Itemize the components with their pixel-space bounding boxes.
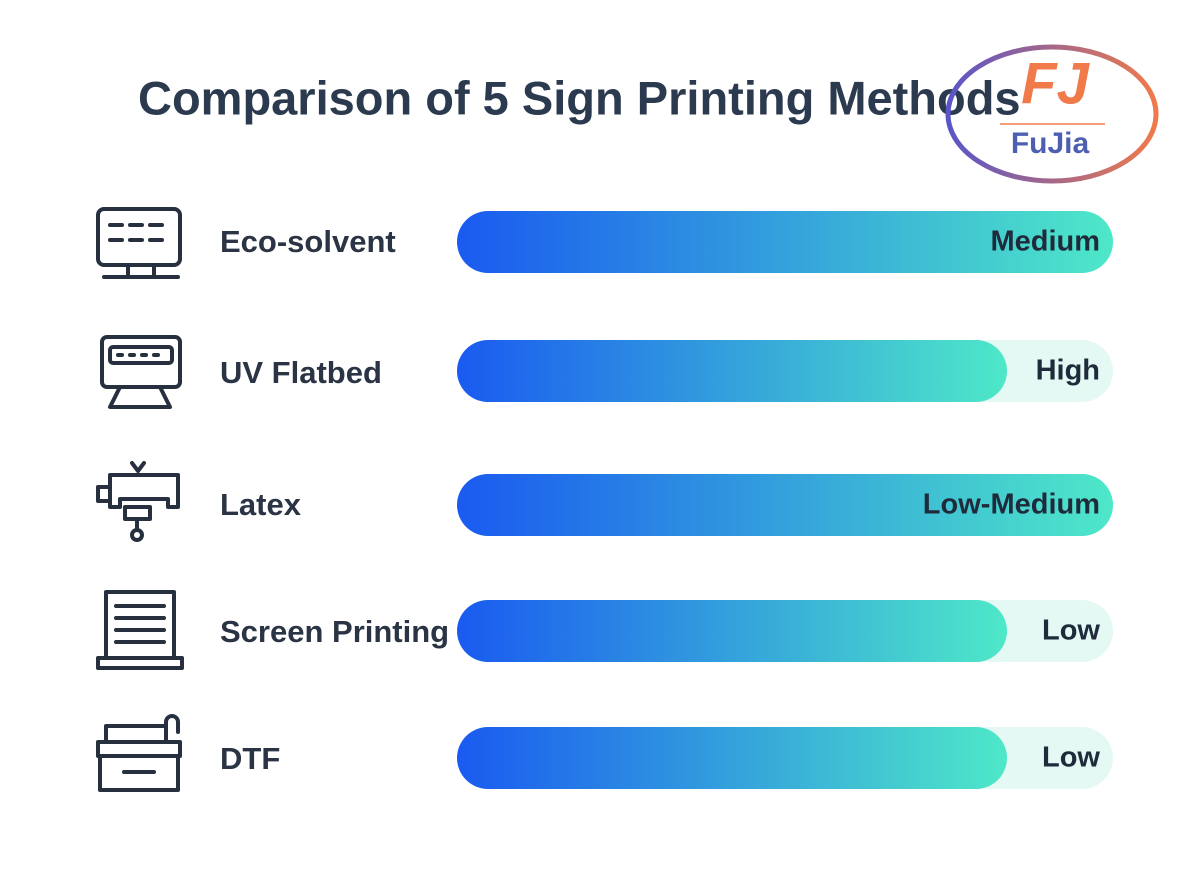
- row: DTF Low: [96, 714, 1113, 792]
- logo-ring: [945, 44, 1159, 184]
- row: Eco-solvent Medium: [96, 207, 1113, 279]
- row-label: Eco-solvent: [220, 224, 396, 259]
- icon: [100, 335, 182, 409]
- level-label: Low: [1042, 615, 1100, 647]
- logo: FJ FuJia: [945, 44, 1159, 184]
- icon: [96, 461, 180, 542]
- row: Latex Low-Medium: [96, 461, 1113, 542]
- logo-mark: FJ: [1021, 51, 1090, 116]
- icon: [96, 207, 182, 279]
- row: UV Flatbed High: [100, 335, 1113, 409]
- level-label: Low-Medium: [923, 489, 1100, 521]
- level-label: High: [1036, 355, 1100, 387]
- title: Comparison of 5 Sign Printing Methods: [138, 71, 1021, 124]
- level-bar: [457, 211, 1113, 273]
- icon: [96, 590, 184, 670]
- icon: [96, 714, 182, 792]
- row-label: UV Flatbed: [220, 355, 382, 390]
- level-label: Medium: [990, 226, 1100, 258]
- level-label: Low: [1042, 742, 1100, 774]
- level-bar: [457, 600, 1007, 662]
- row-label: Latex: [220, 487, 302, 522]
- level-bar: [457, 727, 1007, 789]
- row-label: Screen Printing: [220, 614, 449, 649]
- level-bar: [457, 340, 1007, 402]
- row: Screen Printing Low: [96, 590, 1113, 670]
- level-bar: [457, 474, 1113, 536]
- row-label: DTF: [220, 741, 280, 776]
- logo-name: FuJia: [1011, 127, 1090, 160]
